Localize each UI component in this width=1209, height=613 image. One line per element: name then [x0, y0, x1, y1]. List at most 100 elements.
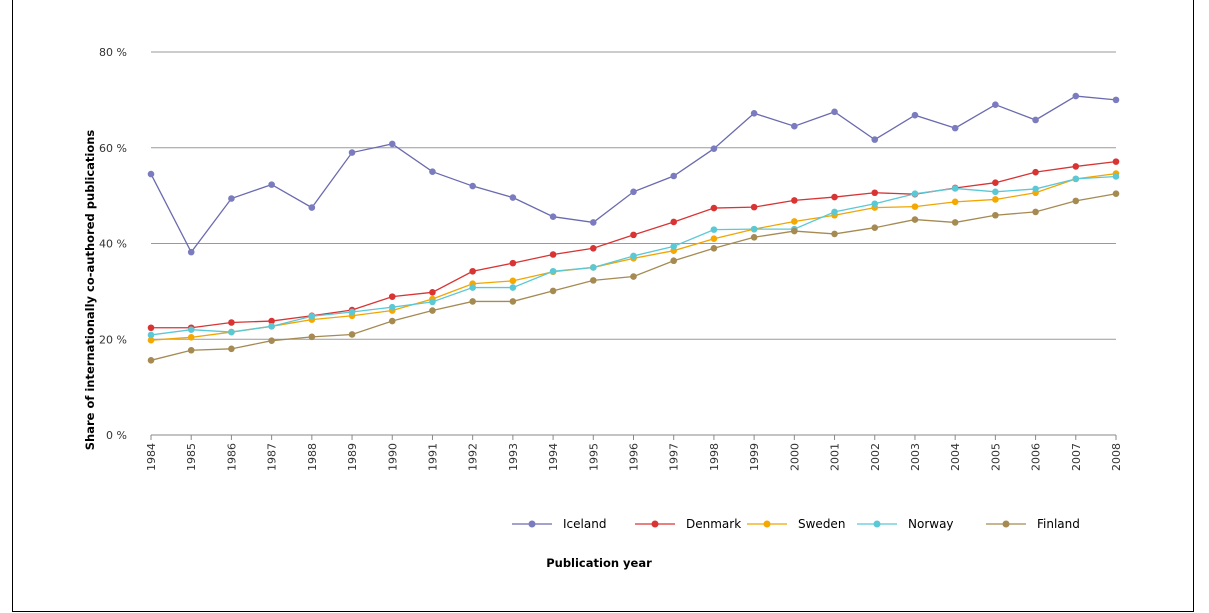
- point-norway: [670, 243, 678, 250]
- point-norway: [348, 308, 356, 316]
- point-finland: [187, 346, 195, 354]
- point-finland: [549, 287, 557, 295]
- point-norway: [509, 284, 517, 291]
- point-norway: [710, 226, 718, 233]
- y-axis-label: Share of internationally co-authored pub…: [83, 130, 97, 451]
- legend-label-denmark: Denmark: [686, 517, 741, 531]
- point-iceland: [268, 181, 275, 188]
- x-tick-label: 1985: [185, 443, 198, 471]
- point-iceland: [187, 248, 195, 256]
- point-finland: [791, 227, 798, 235]
- legend-marker-iceland: [528, 520, 536, 528]
- x-tick-label: 1998: [708, 443, 721, 471]
- point-norway: [1072, 175, 1080, 183]
- point-finland: [911, 216, 919, 223]
- chart-frame: [12, 0, 1194, 612]
- point-finland: [831, 230, 838, 238]
- point-iceland: [670, 172, 678, 180]
- x-tick-label: 1995: [587, 443, 600, 471]
- y-tick-label: 20 %: [99, 333, 127, 346]
- point-iceland: [469, 182, 476, 190]
- point-iceland: [791, 122, 798, 130]
- point-iceland: [831, 108, 838, 116]
- x-tick-label: 2000: [788, 443, 801, 471]
- legend-label-finland: Finland: [1037, 517, 1080, 531]
- point-iceland: [147, 170, 155, 178]
- x-tick-label: 1984: [145, 443, 158, 471]
- point-norway: [228, 328, 235, 336]
- point-denmark: [589, 244, 597, 252]
- point-finland: [630, 273, 637, 280]
- point-norway: [911, 190, 919, 198]
- point-finland: [308, 333, 316, 341]
- x-tick-label: 2008: [1110, 443, 1123, 471]
- point-denmark: [469, 267, 476, 275]
- point-norway: [429, 298, 436, 306]
- point-finland: [147, 357, 155, 364]
- point-finland: [992, 211, 999, 219]
- point-finland: [268, 337, 275, 344]
- point-denmark: [1032, 168, 1039, 176]
- point-norway: [750, 225, 758, 233]
- point-denmark: [388, 293, 396, 300]
- x-tick-label: 1997: [668, 443, 681, 471]
- legend-label-sweden: Sweden: [798, 517, 845, 531]
- y-tick-label: 0 %: [106, 429, 127, 442]
- point-iceland: [589, 219, 597, 226]
- point-sweden: [147, 336, 155, 344]
- x-tick-label: 1988: [306, 443, 319, 471]
- point-denmark: [268, 317, 275, 325]
- point-sweden: [951, 198, 959, 206]
- point-denmark: [831, 193, 838, 201]
- point-iceland: [549, 213, 557, 220]
- point-denmark: [630, 231, 637, 239]
- legend-marker-sweden: [763, 520, 771, 528]
- point-norway: [187, 326, 195, 333]
- point-norway: [549, 267, 557, 275]
- point-finland: [509, 298, 517, 305]
- point-denmark: [871, 189, 879, 197]
- point-sweden: [992, 196, 999, 203]
- legend-label-norway: Norway: [908, 517, 954, 531]
- point-denmark: [1112, 158, 1120, 165]
- point-finland: [670, 257, 678, 265]
- point-norway: [589, 264, 597, 271]
- point-denmark: [750, 203, 758, 211]
- point-norway: [268, 323, 275, 330]
- point-finland: [1072, 197, 1080, 205]
- x-tick-label: 2001: [829, 443, 842, 471]
- gridlines: [151, 51, 1116, 436]
- point-denmark: [228, 319, 235, 326]
- point-finland: [228, 345, 235, 353]
- y-axis-ticks: 0 % 20 % 40 % 60 % 80 %: [99, 46, 127, 442]
- series-line-iceland: [150, 95, 1117, 254]
- point-denmark: [147, 324, 155, 332]
- point-iceland: [992, 101, 999, 108]
- point-iceland: [429, 168, 436, 175]
- x-tick-label: 1987: [266, 443, 279, 471]
- point-finland: [1032, 208, 1039, 216]
- point-norway: [1112, 173, 1120, 180]
- point-denmark: [549, 251, 557, 258]
- point-denmark: [670, 218, 678, 226]
- point-iceland: [1072, 92, 1080, 100]
- point-denmark: [429, 289, 436, 296]
- point-norway: [469, 284, 476, 291]
- legend-marker-norway: [873, 520, 881, 528]
- point-denmark: [992, 179, 999, 186]
- x-tick-label: 2004: [949, 443, 962, 471]
- x-tick-label: 1994: [547, 443, 560, 471]
- point-iceland: [951, 124, 959, 132]
- point-denmark: [791, 197, 798, 204]
- point-iceland: [630, 188, 637, 196]
- point-sweden: [791, 218, 798, 225]
- point-iceland: [308, 204, 316, 211]
- point-finland: [469, 298, 476, 305]
- point-finland: [429, 307, 436, 314]
- x-tick-label: 1990: [386, 443, 399, 471]
- x-axis: 1984 1985 1986 1987 1988 1989 1990 1991 1992 1993…: [145, 435, 1123, 471]
- point-iceland: [509, 194, 517, 201]
- x-tick-label: 2006: [1030, 443, 1043, 471]
- x-tick-label: 1986: [225, 443, 238, 471]
